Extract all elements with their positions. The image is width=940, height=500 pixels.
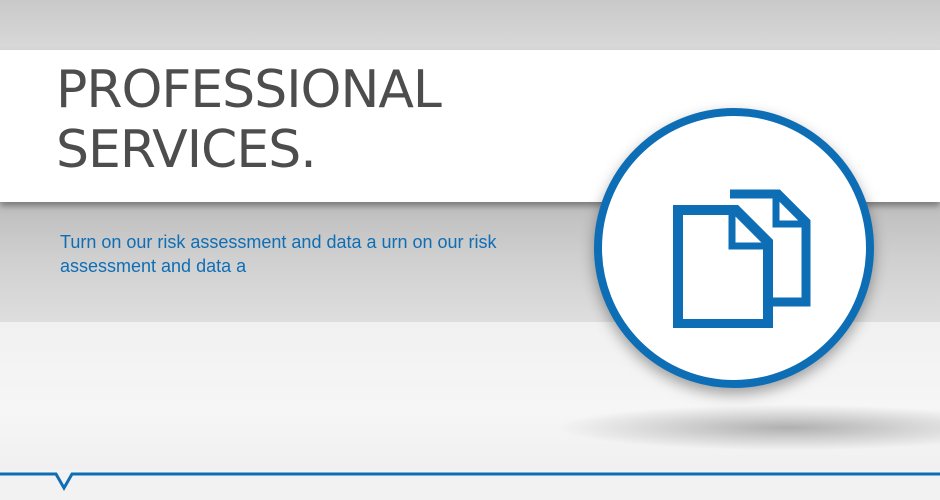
page-title: PROFESSIONAL SERVICES. <box>56 60 442 180</box>
top-band <box>0 0 940 50</box>
title-line-2: SERVICES. <box>56 120 317 180</box>
title-line-1: PROFESSIONAL <box>56 60 442 120</box>
subtitle-text: Turn on our risk assessment and data a u… <box>60 232 497 276</box>
documents-icon <box>673 189 811 328</box>
circle-floor-shadow <box>560 405 940 450</box>
icon-badge <box>594 108 874 388</box>
bottom-divider-line <box>0 472 940 500</box>
